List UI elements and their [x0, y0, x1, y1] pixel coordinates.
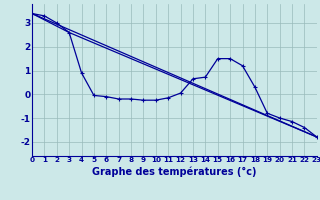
X-axis label: Graphe des températures (°c): Graphe des températures (°c) — [92, 166, 257, 177]
